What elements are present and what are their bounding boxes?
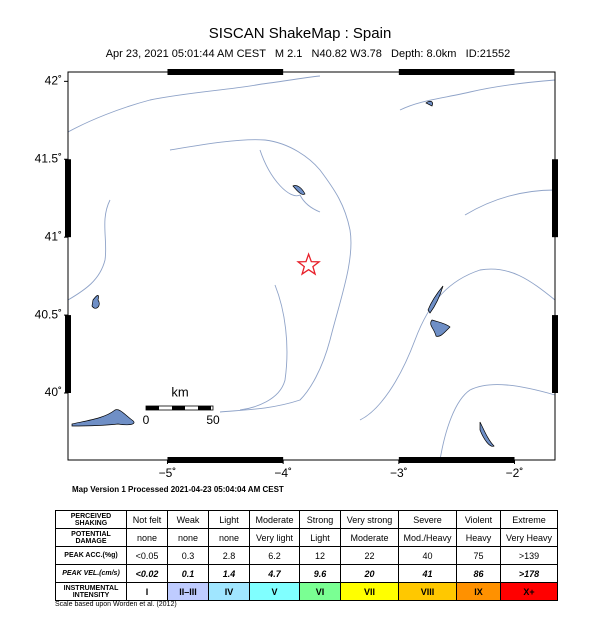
frame-segment (167, 457, 284, 463)
legend-cell: none (167, 528, 209, 547)
legend-cell: Severe (398, 510, 457, 529)
legend-cell: Light (208, 510, 250, 529)
scale-bar-segment (198, 406, 211, 410)
x-tick-label: −2˚ (506, 466, 524, 480)
legend-cell: Mod./Heavy (398, 528, 457, 547)
legend-cell: IX (456, 582, 501, 601)
frame-segment (167, 69, 284, 75)
legend-cell: 1.4 (208, 564, 250, 583)
x-tick-label: −5˚ (159, 466, 177, 480)
legend-cell: none (126, 528, 168, 547)
legend-cell: VIII (398, 582, 457, 601)
map-frame (67, 71, 556, 461)
row-label: PERCEIVED SHAKING (55, 510, 127, 529)
legend-cell: Very strong (340, 510, 399, 529)
legend-cell: V (249, 582, 300, 601)
legend-cell: 9.6 (299, 564, 341, 583)
legend-row: PEAK VEL.(cm/s) <0.02 0.1 1.4 4.7 9.6 20 41 86 >1… (55, 564, 558, 583)
x-tick-label: −3˚ (390, 466, 408, 480)
row-label: POTENTIAL DAMAGE (55, 528, 127, 547)
legend-cell: 4.7 (249, 564, 300, 583)
y-tick-label: 40.5˚ (35, 307, 62, 321)
scale-unit: km (171, 384, 188, 399)
y-tick-label: 40˚ (45, 385, 62, 399)
legend-cell: 0.3 (167, 546, 209, 565)
legend-cell: Weak (167, 510, 209, 529)
scale-note: Scale based upon Worden et al. (2012) (55, 601, 177, 608)
scale-end: 50 (206, 413, 220, 427)
legend-cell: 86 (456, 564, 501, 583)
y-tick-label: 41.5˚ (35, 151, 62, 165)
legend-cell: 41 (398, 564, 457, 583)
frame-segment (552, 159, 558, 238)
legend-cell: 20 (340, 564, 399, 583)
legend-cell: Very Heavy (500, 528, 558, 547)
legend-row: PEAK ACC.(%g) <0.05 0.3 2.8 6.2 12 22 40 75 >139 (55, 546, 558, 565)
legend-cell: Heavy (456, 528, 501, 547)
legend-cell: Violent (456, 510, 501, 529)
legend-cell: 22 (340, 546, 399, 565)
title: SISCAN ShakeMap : Spain (209, 25, 392, 42)
scale-start: 0 (143, 413, 150, 427)
legend-cell: X+ (500, 582, 558, 601)
y-tick-label: 41˚ (45, 229, 62, 243)
intensity-legend: PERCEIVED SHAKING Not felt Weak Light Modera… (55, 510, 558, 601)
frame-segment (65, 159, 71, 238)
scale-bar-segment (146, 406, 159, 410)
row-label: PEAK VEL.(cm/s) (55, 564, 127, 583)
legend-cell: VI (299, 582, 341, 601)
legend-cell: VII (340, 582, 399, 601)
legend-cell: Strong (299, 510, 341, 529)
row-label: PEAK ACC.(%g) (55, 546, 127, 565)
legend-cell: <0.05 (126, 546, 168, 565)
scale-bar: km 0 50 (143, 384, 220, 427)
legend-row: PERCEIVED SHAKING Not felt Weak Light Modera… (55, 510, 558, 529)
legend-row: INSTRUMENTAL INTENSITY I II–III IV V VI VII VII… (55, 582, 558, 601)
map: SISCAN ShakeMap : Spain Apr 23, 2021 05:… (35, 25, 558, 494)
legend-cell: <0.02 (126, 564, 168, 583)
scale-bar-segment (172, 406, 185, 410)
legend-cell: 2.8 (208, 546, 250, 565)
legend-cell: 12 (299, 546, 341, 565)
y-tick-label: 42˚ (45, 74, 62, 88)
epicenter (296, 252, 321, 276)
legend-cell: Very light (249, 528, 300, 547)
legend-cell: Moderate (249, 510, 300, 529)
legend-cell: Light (299, 528, 341, 547)
processed-note: Map Version 1 Processed 2021-04-23 05:04… (72, 485, 284, 494)
x-tick-label: −4˚ (274, 466, 292, 480)
legend-cell: >139 (500, 546, 558, 565)
legend-cell: Extreme (500, 510, 558, 529)
legend-cell: 0.1 (167, 564, 209, 583)
row-label: INSTRUMENTAL INTENSITY (55, 582, 127, 601)
subtitle: Apr 23, 2021 05:01:44 AM CEST M 2.1 N40.… (106, 48, 511, 60)
legend-row: POTENTIAL DAMAGE none none none Very light Li… (55, 528, 558, 547)
legend-cell: II–III (167, 582, 209, 601)
frame-segment (398, 69, 515, 75)
frame-segment (65, 315, 71, 393)
reservoirs (71, 100, 495, 447)
frame-segment (552, 315, 558, 393)
legend-cell: 6.2 (249, 546, 300, 565)
legend-cell: Not felt (126, 510, 168, 529)
legend-cell: none (208, 528, 250, 547)
legend-cell: 75 (456, 546, 501, 565)
frame-segment (398, 457, 515, 463)
legend-cell: Moderate (340, 528, 399, 547)
legend-cell: >178 (500, 564, 558, 583)
legend-cell: I (126, 582, 168, 601)
legend-cell: 40 (398, 546, 457, 565)
rivers (67, 75, 556, 461)
legend-cell: IV (208, 582, 250, 601)
